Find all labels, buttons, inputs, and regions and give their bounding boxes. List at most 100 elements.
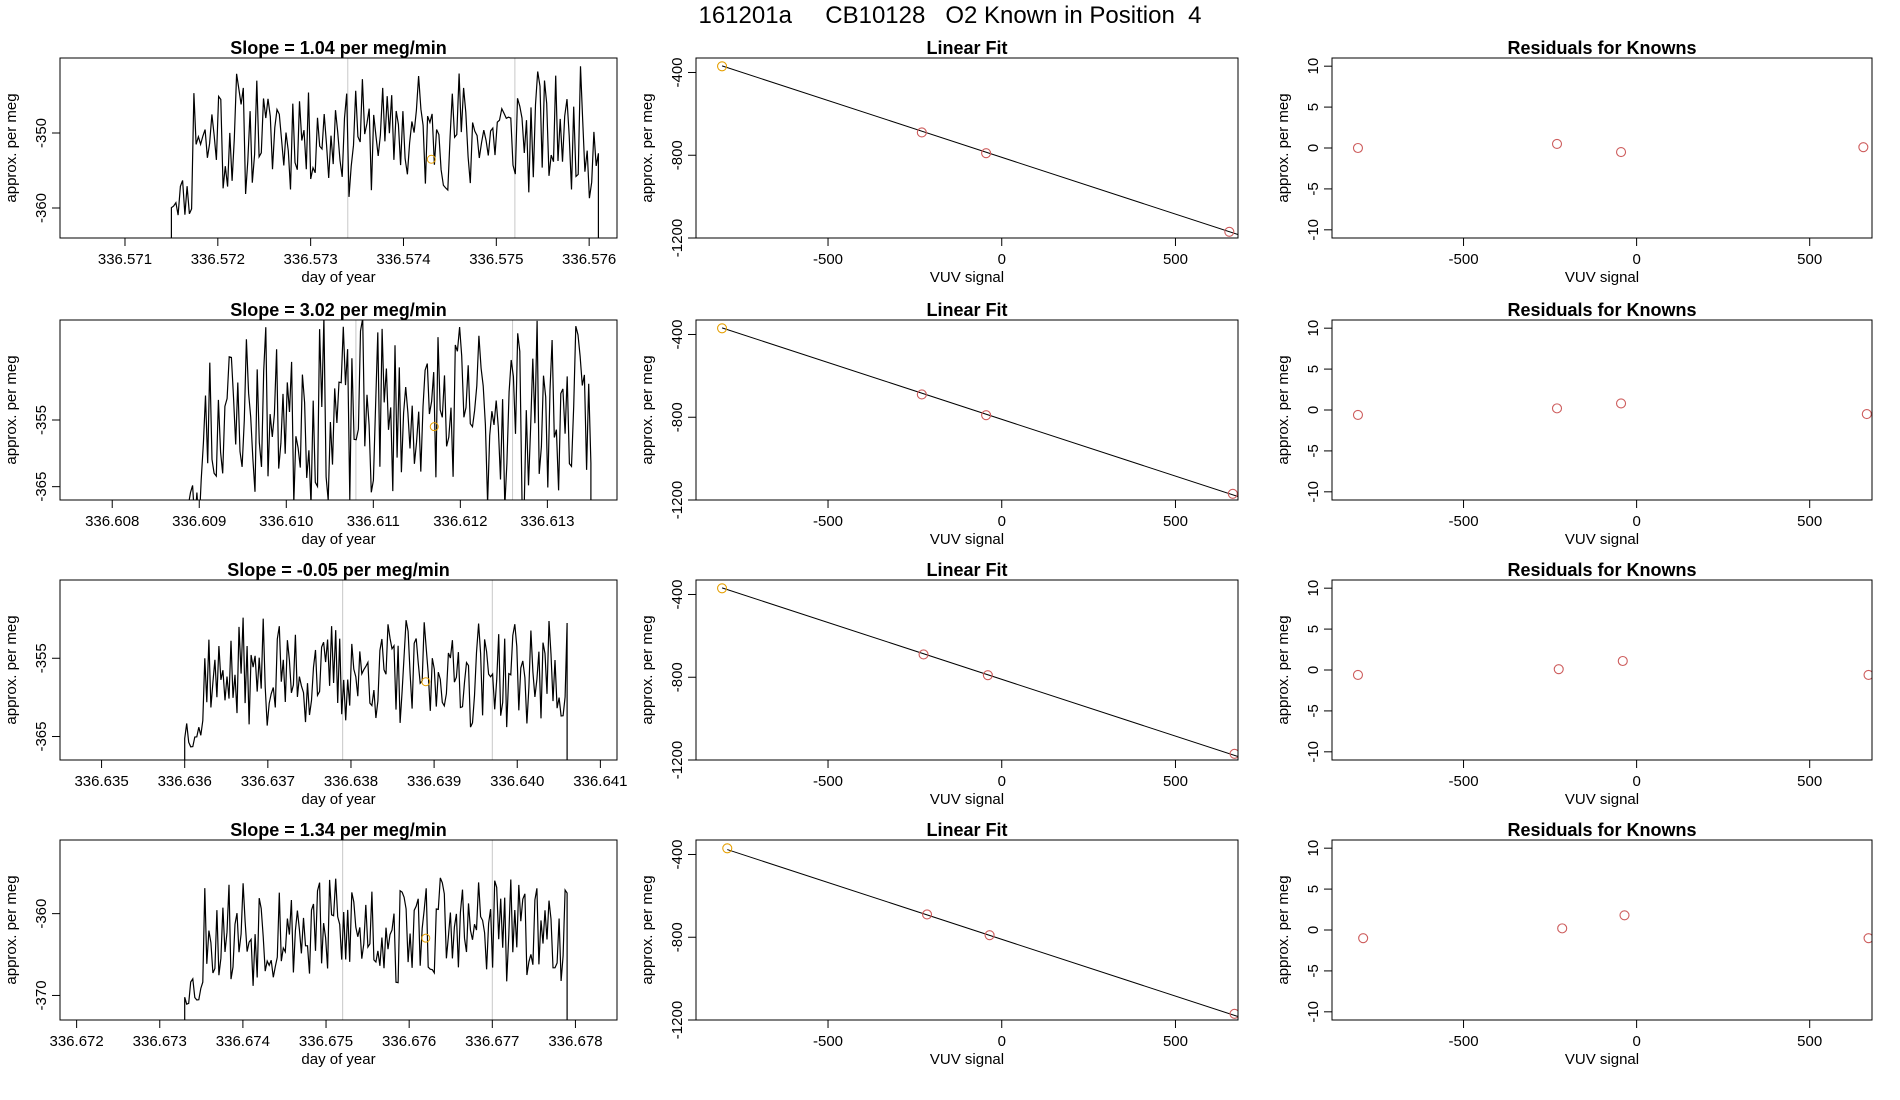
y-tick-label: -370 (33, 980, 50, 1010)
x-tick-label: 500 (1797, 513, 1822, 530)
y-tick-label: -400 (669, 839, 686, 869)
panel-timeseries-row3: Slope = -0.05 per meg/min 336.635 336.636 3… (3, 560, 627, 808)
x-tick-label: -500 (813, 773, 843, 790)
x-axis-label: VUV signal (930, 791, 1004, 808)
mean-marker (421, 933, 431, 943)
fit-line (727, 849, 1238, 1018)
x-tick-label: 0 (1632, 1033, 1640, 1050)
x-tick-label: 336.675 (299, 1033, 353, 1050)
x-tick-label: 336.638 (324, 773, 378, 790)
plot-frame (1331, 57, 1873, 239)
x-tick-label: 0 (1632, 251, 1640, 268)
x-tick-label: 336.575 (469, 251, 523, 268)
panel-fit-row4: Linear Fit -500 0 500 VUV signal -400 -800 -120… (639, 820, 1239, 1068)
panel-title: Linear Fit (926, 300, 1007, 320)
mean-marker (421, 677, 431, 687)
x-tick-label: -500 (1449, 1033, 1479, 1050)
residual-point (1551, 138, 1563, 149)
data-point (981, 148, 992, 159)
y-tick-label: -355 (33, 405, 50, 435)
y-tick-label: -800 (669, 922, 686, 952)
data-point (1229, 1008, 1238, 1019)
panel-residuals-row4: Residuals for Knowns -500 0 500 VUV signal 10… (1275, 820, 1873, 1068)
x-tick-label: 500 (1163, 1033, 1188, 1050)
panel-title: Slope = 1.34 per meg/min (230, 820, 447, 840)
x-tick-label: 336.608 (85, 513, 139, 530)
residual-point (1617, 655, 1628, 667)
plot-frame (695, 57, 1239, 239)
y-tick-label: -800 (669, 662, 686, 692)
known-point (722, 843, 733, 854)
data-point (918, 649, 929, 660)
data-point (982, 670, 993, 681)
y-tick-label: 10 (1305, 580, 1322, 597)
panel-title: Slope = -0.05 per meg/min (227, 560, 450, 580)
data-point (984, 930, 995, 941)
x-tick-label: 336.573 (284, 251, 338, 268)
residual-point (1619, 910, 1630, 921)
x-axis-label: day of year (301, 791, 375, 808)
y-tick-label: -1200 (669, 1001, 686, 1039)
x-tick-label: 336.639 (407, 773, 461, 790)
y-tick-label: -5 (1305, 704, 1322, 717)
x-tick-label: 336.571 (98, 251, 152, 268)
data-point (1227, 488, 1238, 499)
series-line (184, 877, 568, 1020)
x-axis-label: VUV signal (1565, 531, 1639, 548)
y-axis-label: approx. per meg (3, 93, 20, 202)
y-tick-label: -10 (1305, 481, 1322, 503)
y-tick-label: -350 (33, 118, 50, 148)
x-tick-label: 336.576 (562, 251, 616, 268)
y-tick-label: -400 (669, 579, 686, 609)
y-tick-label: -1200 (669, 481, 686, 519)
panel-title: Residuals for Knowns (1507, 560, 1696, 580)
x-tick-label: 336.572 (191, 251, 245, 268)
x-tick-label: 500 (1163, 773, 1188, 790)
x-tick-label: 336.613 (520, 513, 574, 530)
residual-point (1553, 664, 1564, 675)
residual-point (1557, 923, 1568, 934)
plot-frame (59, 839, 618, 1021)
fit-line (721, 65, 1238, 236)
x-tick-label: 0 (1632, 773, 1640, 790)
x-tick-label: 336.677 (465, 1033, 519, 1050)
y-tick-label: -800 (669, 140, 686, 170)
residual-point (1615, 398, 1627, 409)
plot-area (170, 58, 600, 238)
panel-fit-row2: Linear Fit -500 0 500 VUV signal -400 -800 -120… (639, 300, 1239, 548)
y-axis-label: approx. per meg (639, 93, 656, 202)
plot-area (722, 843, 1238, 1019)
series-line (170, 66, 600, 238)
x-axis-label: VUV signal (930, 1051, 1004, 1068)
fit-line (721, 327, 1238, 498)
x-tick-label: 336.674 (216, 1033, 270, 1050)
y-axis-label: approx. per meg (639, 615, 656, 724)
x-tick-label: 336.611 (347, 513, 400, 530)
y-tick-label: -5 (1305, 964, 1322, 977)
data-point (981, 410, 992, 421)
y-axis-label: approx. per meg (3, 875, 20, 984)
plot-frame (695, 319, 1239, 501)
x-tick-label: 336.636 (158, 773, 212, 790)
x-tick-label: 336.672 (50, 1033, 104, 1050)
y-tick-label: -10 (1305, 741, 1322, 763)
x-tick-label: 500 (1797, 251, 1822, 268)
data-point (1224, 226, 1235, 237)
x-tick-label: 336.635 (74, 773, 128, 790)
data-point (921, 909, 933, 920)
plot-area (184, 840, 568, 1020)
y-tick-label: 10 (1305, 58, 1322, 75)
y-tick-label: -365 (33, 472, 50, 502)
plot-area (717, 583, 1238, 759)
x-tick-label: 336.612 (433, 513, 487, 530)
residual-point (1352, 669, 1364, 680)
x-axis-label: day of year (301, 531, 375, 548)
plot-area (717, 323, 1238, 499)
y-axis-label: approx. per meg (1275, 93, 1292, 202)
panel-title: Residuals for Knowns (1507, 820, 1696, 840)
data-point (916, 127, 927, 138)
x-tick-label: 336.610 (259, 513, 313, 530)
plot-area (188, 320, 592, 500)
panel-title: Linear Fit (926, 820, 1007, 840)
y-tick-label: -365 (33, 722, 50, 752)
